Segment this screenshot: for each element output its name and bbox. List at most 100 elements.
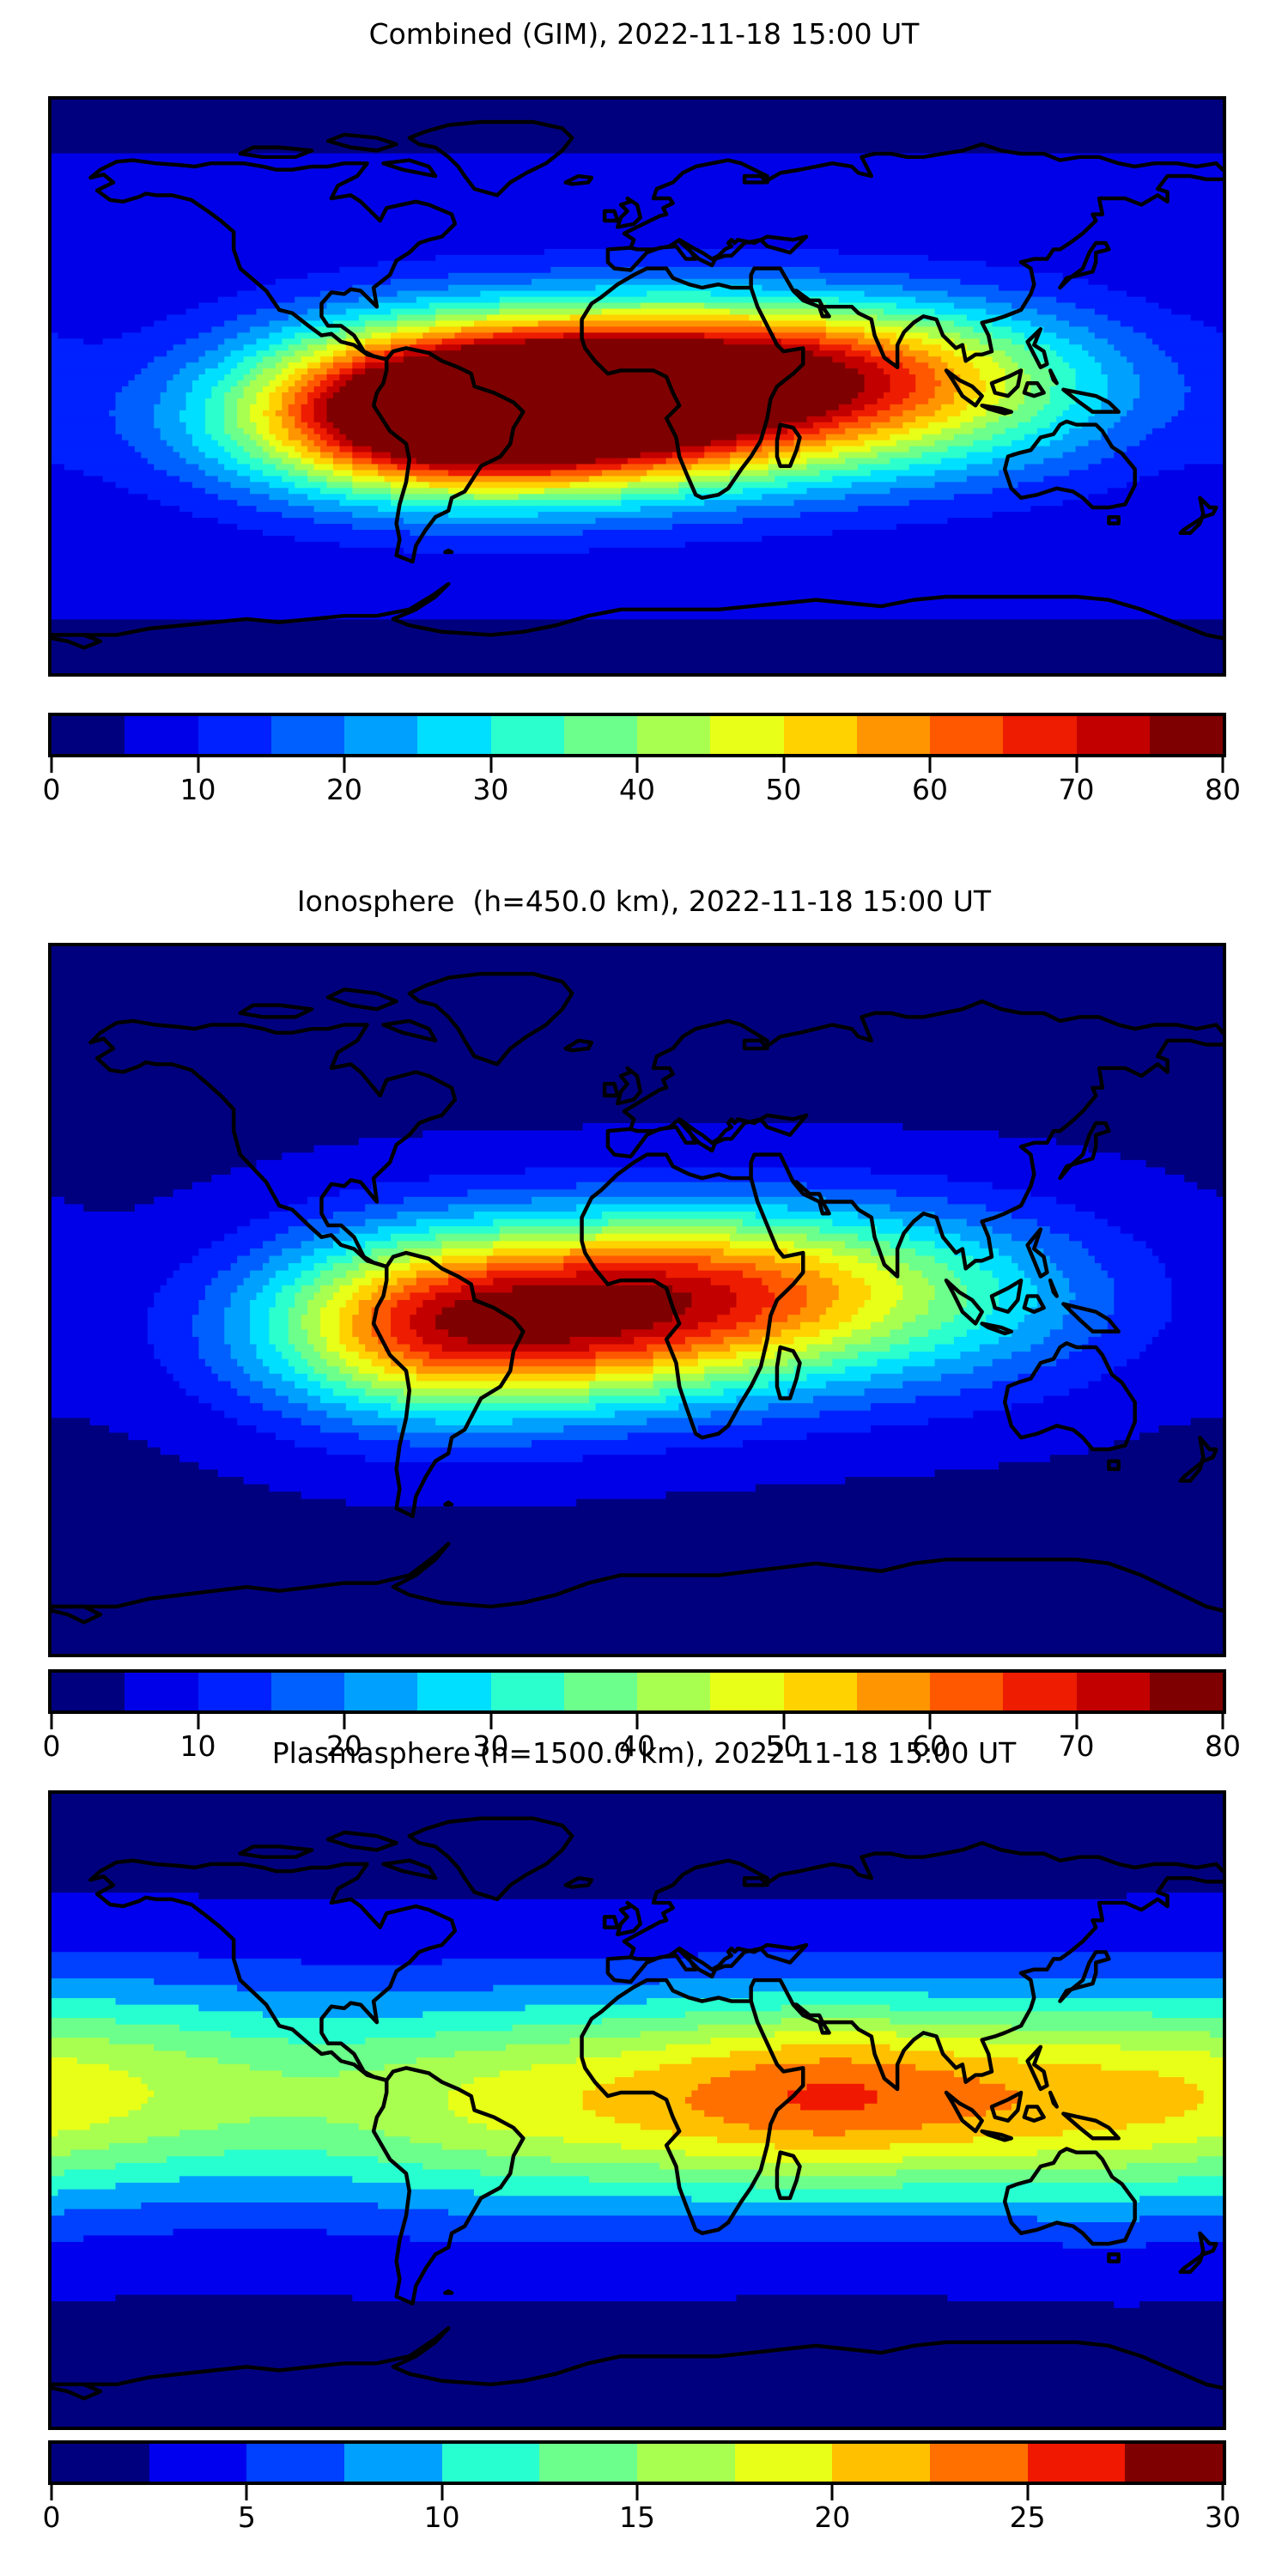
colorbar-band: [1076, 716, 1150, 754]
colorbar-band: [344, 716, 418, 754]
colorbar-band: [930, 716, 1004, 754]
colorbar-band: [637, 1673, 711, 1710]
colorbar-tick: [440, 2485, 444, 2500]
colorbar-tick: [1026, 2485, 1030, 2500]
colorbar-tick-label: 0: [42, 1729, 61, 1763]
map-plasmasphere: [48, 1790, 1226, 2430]
colorbar-band: [734, 2444, 833, 2482]
colorbar-tick: [928, 757, 932, 773]
colorbar-ticks-ionosphere: [48, 1714, 1226, 1729]
colorbar-tick-label: 10: [179, 773, 216, 806]
colorbar-tick: [782, 757, 785, 773]
colorbar-band: [52, 1673, 125, 1710]
coastlines: [52, 1816, 1223, 2401]
tec-contour-fill: [52, 100, 1223, 673]
colorbar-band: [832, 2444, 931, 2482]
colorbar-tick: [928, 1714, 932, 1729]
colorbar-tick-label: 70: [1058, 1729, 1095, 1763]
colorbar-band: [1125, 2444, 1223, 2482]
colorbar-plasmasphere: 0 5 10 15 20 25 30: [43, 2440, 1241, 2540]
colorbar-band: [270, 1673, 344, 1710]
coastlines: [52, 971, 1223, 1625]
map-ionosphere: [48, 943, 1226, 1657]
colorbar-band: [125, 716, 198, 754]
colorbar-band: [1027, 2444, 1126, 2482]
colorbar-tick-label: 0: [42, 2500, 61, 2534]
colorbar-tick: [489, 1714, 492, 1729]
map-canvas-plasmasphere: [52, 1794, 1223, 2427]
colorbar-tick-label: 5: [237, 2500, 256, 2534]
colorbar-tick: [1221, 757, 1224, 773]
colorbar-tick: [343, 757, 346, 773]
colorbar-band: [783, 1673, 857, 1710]
colorbar-band: [197, 1673, 271, 1710]
colorbar-strip-combined: [48, 713, 1226, 757]
colorbar-band: [783, 716, 857, 754]
colorbar-tick-label: 20: [326, 1729, 362, 1763]
colorbar-band: [1149, 1673, 1223, 1710]
colorbar-tick-label: 15: [619, 2500, 655, 2534]
map-canvas-combined: [52, 100, 1223, 673]
colorbar-tick-label: 30: [1205, 2500, 1241, 2534]
colorbar-tick-label: 20: [326, 773, 362, 806]
colorbar-band: [563, 1673, 637, 1710]
colorbar-tick: [635, 757, 639, 773]
colorbar-tick: [50, 757, 53, 773]
colorbar-ticks-plasmasphere: [48, 2485, 1226, 2500]
colorbar-tick: [1221, 2485, 1224, 2500]
colorbar-band: [125, 1673, 198, 1710]
colorbar-tick-label: 50: [765, 1729, 802, 1763]
colorbar-tick-label: 20: [814, 2500, 851, 2534]
colorbar-band: [344, 1673, 418, 1710]
panel-title-plasmasphere: Plasmasphere (h=1500.0 km), 2022-11-18 1…: [271, 1736, 1017, 1770]
colorbar-labels-combined: 0 10 20 30 40 50 60 70 80: [43, 773, 1242, 812]
colorbar-tick: [1075, 757, 1078, 773]
colorbar-band: [490, 1673, 564, 1710]
colorbar-combined: 0 10 20 30 40 50 60 70 80: [43, 713, 1242, 812]
map-canvas-ionosphere: [52, 946, 1223, 1654]
colorbar-band: [441, 2444, 540, 2482]
colorbar-band: [344, 2444, 442, 2482]
colorbar-ionosphere: 0 10 20 30 40 50 60 70 80: [43, 1669, 1242, 1769]
colorbar-band: [856, 1673, 930, 1710]
colorbar-tick: [245, 2485, 248, 2500]
colorbar-band: [1003, 716, 1077, 754]
colorbar-strip-plasmasphere: [48, 2440, 1226, 2485]
colorbar-band: [246, 2444, 345, 2482]
colorbar-ticks-combined: [48, 757, 1226, 773]
colorbar-band: [490, 716, 564, 754]
colorbar-tick: [635, 2485, 639, 2500]
tec-contour-fill: [52, 946, 1223, 1654]
colorbar-tick: [1221, 1714, 1224, 1729]
colorbar-tick: [343, 1714, 346, 1729]
colorbar-tick-label: 50: [765, 773, 802, 806]
colorbar-tick-label: 60: [912, 773, 948, 806]
colorbar-tick: [782, 1714, 785, 1729]
colorbar-tick-label: 10: [179, 1729, 216, 1763]
colorbar-tick: [197, 757, 199, 773]
colorbar-band: [149, 2444, 247, 2482]
colorbar-band: [417, 1673, 491, 1710]
colorbar-labels-ionosphere: 0 10 20 30 40 50 60 70 80: [43, 1729, 1242, 1769]
colorbar-tick-label: 10: [423, 2500, 460, 2534]
colorbar-tick: [50, 2485, 53, 2500]
colorbar-band: [1149, 716, 1223, 754]
colorbar-tick-label: 40: [619, 1729, 655, 1763]
colorbar-tick-label: 80: [1205, 773, 1241, 806]
colorbar-tick: [1075, 1714, 1078, 1729]
colorbar-band: [417, 716, 491, 754]
colorbar-band: [1003, 1673, 1077, 1710]
panel-title-combined: Combined (GIM), 2022-11-18 15:00 UT: [368, 17, 920, 51]
colorbar-band: [930, 1673, 1004, 1710]
map-combined: [48, 96, 1226, 677]
colorbar-band: [563, 716, 637, 754]
colorbar-band: [52, 716, 125, 754]
colorbar-tick: [489, 757, 492, 773]
colorbar-tick: [830, 2485, 834, 2500]
coastlines: [52, 119, 1223, 650]
colorbar-band: [197, 716, 271, 754]
colorbar-tick: [197, 1714, 199, 1729]
colorbar-band: [539, 2444, 638, 2482]
panel-title-ionosphere: Ionosphere (h=450.0 km), 2022-11-18 15:0…: [296, 884, 992, 918]
